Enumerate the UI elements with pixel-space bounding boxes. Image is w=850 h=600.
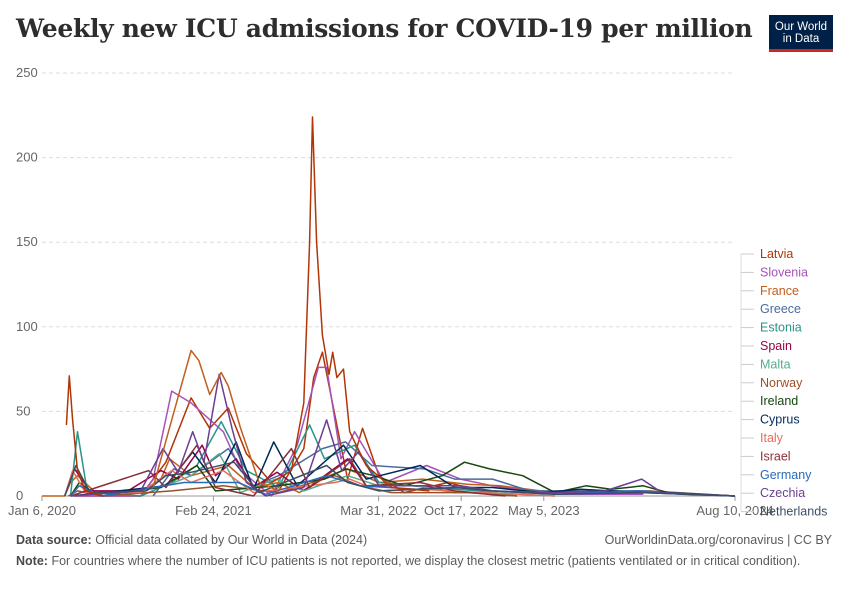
legend-label-italy: Italy bbox=[760, 431, 784, 445]
y-ticks: 0 50 100 150 200 250 bbox=[16, 65, 38, 503]
y-tick-label-150: 150 bbox=[16, 234, 38, 249]
legend-label-france: France bbox=[760, 284, 799, 298]
legend-label-greece: Greece bbox=[760, 302, 801, 316]
series-line-slovenia bbox=[73, 366, 644, 497]
legend-label-slovenia: Slovenia bbox=[760, 265, 808, 279]
legend-label-czechia: Czechia bbox=[760, 486, 805, 500]
source-label: Data source: bbox=[16, 533, 92, 547]
x-tick-label-5: Aug 10, 2024 bbox=[696, 503, 773, 518]
series-line-czechia bbox=[70, 373, 736, 497]
series-line-cyprus bbox=[70, 441, 736, 497]
page-title: Weekly new ICU admissions for COVID-19 p… bbox=[16, 14, 753, 43]
series-segment-0 bbox=[65, 375, 103, 497]
x-tick-label-4: May 5, 2023 bbox=[508, 503, 580, 518]
x-ticks: Jan 6, 2020 Feb 24, 2021 Mar 31, 2022 Oct 1… bbox=[8, 496, 774, 518]
note-text: For countries where the number of ICU pa… bbox=[51, 554, 801, 568]
legend-label-norway: Norway bbox=[760, 376, 803, 390]
source-url[interactable]: OurWorldinData.org/coronavirus | CC BY bbox=[604, 533, 832, 547]
x-tick-label-3: Oct 17, 2022 bbox=[424, 503, 498, 518]
series-segment-1 bbox=[271, 116, 430, 492]
legend-label-estonia: Estonia bbox=[760, 321, 802, 335]
y-tick-label-200: 200 bbox=[16, 150, 38, 165]
legend-label-ireland: Ireland bbox=[760, 394, 798, 408]
logo-line-2: in Data bbox=[782, 32, 820, 45]
data-source: Data source: Official data collated by O… bbox=[16, 533, 367, 547]
legend-label-cyprus: Cyprus bbox=[760, 413, 800, 427]
legend-label-spain: Spain bbox=[760, 339, 792, 353]
note-label: Note: bbox=[16, 554, 48, 568]
grid bbox=[42, 72, 735, 497]
owid-logo[interactable]: Our World in Data bbox=[769, 15, 833, 52]
legend-label-malta: Malta bbox=[760, 357, 791, 371]
logo-line-1: Our World bbox=[774, 20, 828, 33]
series-line-netherlands bbox=[63, 461, 736, 497]
x-tick-label-1: Feb 24, 2021 bbox=[175, 503, 252, 518]
legend-label-israel: Israel bbox=[760, 449, 791, 463]
y-tick-label-0: 0 bbox=[16, 488, 23, 503]
y-tick-label-50: 50 bbox=[16, 403, 30, 418]
series-segment-2 bbox=[152, 349, 279, 492]
x-tick-label-2: Mar 31, 2022 bbox=[340, 503, 417, 518]
legend-label-germany: Germany bbox=[760, 468, 812, 482]
y-tick-label-250: 250 bbox=[16, 65, 38, 80]
chart-note: Note: For countries where the number of … bbox=[16, 554, 806, 569]
series-line-israel bbox=[70, 444, 506, 497]
series-lines bbox=[42, 116, 736, 497]
x-tick-label-0: Jan 6, 2020 bbox=[8, 503, 76, 518]
source-text: Official data collated by Our World in D… bbox=[95, 533, 368, 547]
y-tick-label-100: 100 bbox=[16, 319, 38, 334]
legend-label-latvia: Latvia bbox=[760, 247, 793, 261]
legend: Latvia Slovenia France Greece Estonia Spain Ma… bbox=[740, 247, 827, 519]
legend-label-netherlands: Netherlands bbox=[760, 505, 827, 519]
